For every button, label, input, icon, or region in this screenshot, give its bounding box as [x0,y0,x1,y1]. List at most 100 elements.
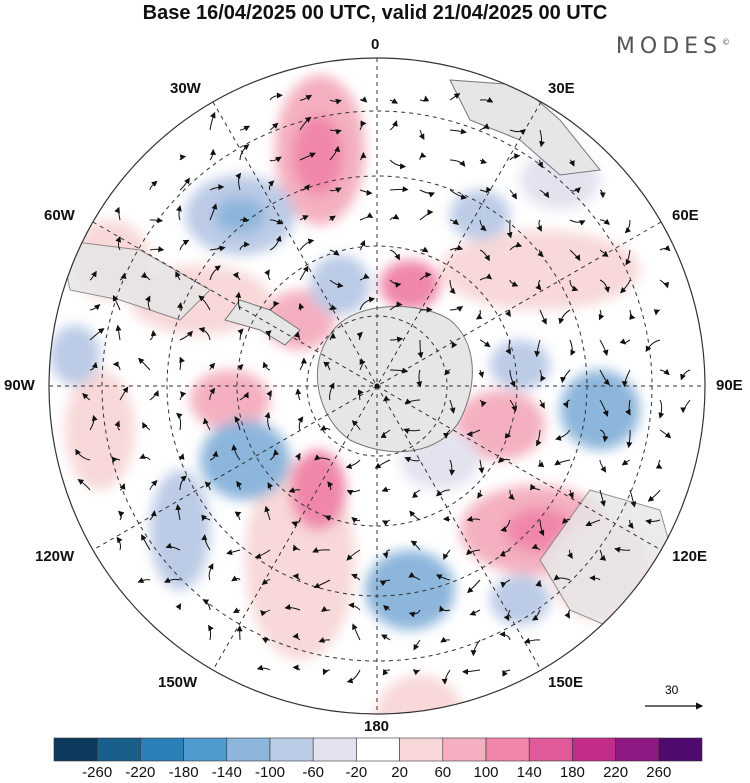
wind-arrow [564,609,571,619]
wind-arrow [538,519,545,537]
wind-arrow [256,664,271,671]
wind-arrow [175,504,182,521]
wind-arrow [163,577,181,583]
wind-arrow [239,125,251,132]
wind-arrow [117,510,125,521]
wind-arrow [440,636,451,643]
colorbar-swatch [442,737,487,762]
wind-arrow [449,159,466,167]
wind-arrow [89,361,98,371]
wind-arrow [389,301,403,311]
wind-arrow [539,369,546,382]
wind-arrow [254,549,271,559]
wind-arrow [175,205,182,221]
wind-arrow [175,271,181,281]
wind-arrow [149,246,165,253]
wind-arrow [505,339,511,355]
wind-arrow [523,637,541,644]
wind-arrow [553,574,571,581]
wind-arrow [329,279,344,289]
wind-arrow [554,459,571,466]
wind-arrow [112,295,121,311]
wind-arrow [625,249,632,266]
wind-arrow [442,429,451,439]
wind-arrow [439,605,451,613]
wind-arrow [346,669,361,684]
wind-arrow [348,602,361,611]
wind-arrow [560,369,571,384]
wind-arrow [419,95,430,102]
wind-arrow [479,219,487,232]
wind-arrow [345,459,361,470]
wind-arrow [497,456,511,464]
wind-arrow [535,279,542,291]
wind-arrow [624,219,632,234]
wind-arrow [589,574,601,581]
wind-arrow [599,489,606,507]
wind-arrow [116,536,123,551]
wind-arrow [359,359,366,371]
wind-arrow [537,249,544,258]
wind-arrow [236,480,243,491]
wind-arrow [149,330,157,341]
wind-arrow [357,389,364,401]
anomaly-positive [380,260,440,310]
wind-arrow [470,639,481,657]
wind-arrow [313,579,331,589]
wind-arrow [382,395,391,402]
wind-arrow [680,369,691,381]
wind-arrow [209,245,226,252]
wind-arrow [442,515,451,522]
south-america-landmass [59,239,211,321]
wind-arrow [297,416,304,431]
colorbar-swatch [96,737,141,762]
wind-arrow [502,669,511,677]
colorbar-swatch [399,737,444,762]
wind-arrow [359,120,367,131]
wind-arrow [599,429,609,443]
colorbar-tick-label: 220 [603,764,629,781]
wind-arrow [509,279,519,287]
wind-arrow [417,339,424,359]
longitude-label: 90W [4,377,35,394]
wind-arrow [328,382,335,401]
wind-arrow [209,203,218,221]
wind-arrow [234,511,242,521]
wind-arrow [346,549,361,561]
wind-arrow [329,98,342,105]
wind-arrow [599,549,607,561]
wind-arrow [389,120,398,131]
wind-arrow [89,304,101,311]
wind-arrow [208,362,216,371]
colorbar-tick-label: 60 [434,764,452,781]
anomaly-positive [455,390,545,460]
anomaly-positive [190,370,270,430]
wind-arrow [329,145,341,161]
wind-arrow [469,609,481,616]
longitude-label: 30E [548,80,575,97]
wind-arrow [299,357,308,371]
wind-arrow [138,357,151,371]
wind-arrow [380,429,391,439]
wind-arrow [479,399,487,408]
wind-arrow [292,632,301,641]
wind-arrow [449,399,456,414]
wind-arrow [329,332,336,341]
wind-arrow [351,573,361,581]
wind-arrow [264,505,271,521]
wind-arrow [389,159,407,170]
wind-arrow [647,489,661,502]
wind-arrow [479,273,493,281]
longitude-label: 60E [672,207,699,224]
wind-arrow [537,159,543,169]
wind-arrow [500,519,511,532]
wind-arrow [119,386,129,401]
wind-arrow [443,549,451,561]
colorbar-tick-label: 100 [473,764,499,781]
wind-arrow [389,186,409,193]
wind-arrow [567,549,573,559]
wind-arrow [478,459,485,474]
wind-arrow [655,459,663,469]
colorbar-swatch [658,737,703,762]
wind-arrow [479,96,494,103]
